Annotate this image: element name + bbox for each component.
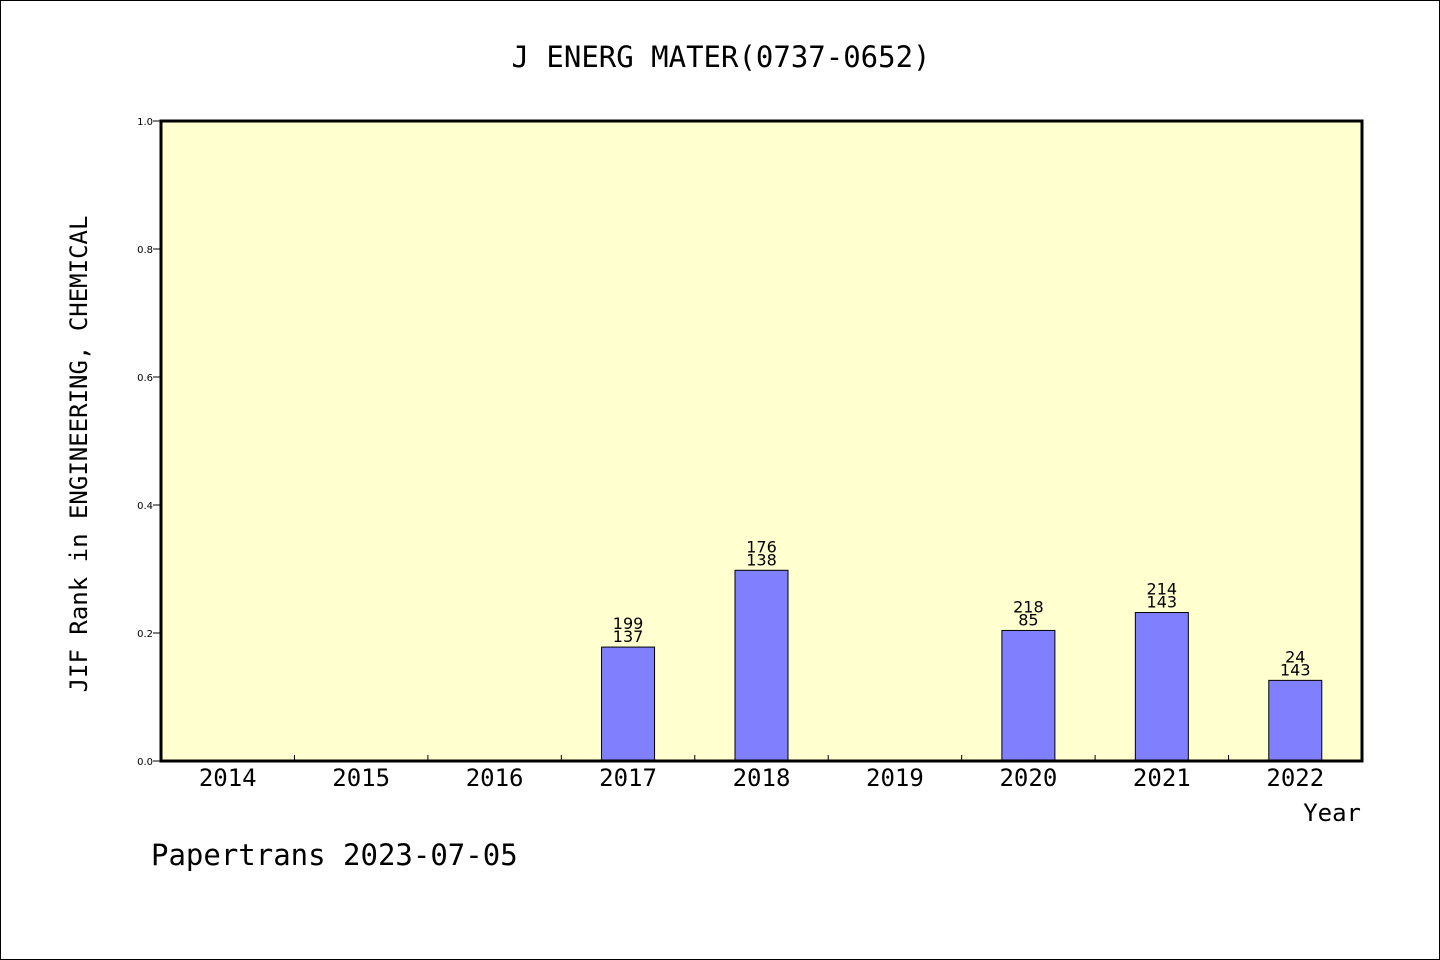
bar <box>1001 629 1056 762</box>
x-tick-label: 2021 <box>1133 764 1191 792</box>
x-tick-label: 2019 <box>866 764 924 792</box>
data-label: 218 <box>1013 597 1044 616</box>
bar <box>601 646 656 762</box>
ticks-layer: 0.0 0.2 0.4 0.6 0.8 1.0 2014 2015 2016 2017 2018 20… <box>137 117 1324 792</box>
y-tick-label: 0.2 <box>137 629 153 640</box>
y-tick-label: 0.0 <box>137 757 153 768</box>
footer-text: Papertrans 2023-07-05 <box>151 838 518 872</box>
data-label: 85 <box>1018 610 1038 629</box>
y-tick-label: 0.4 <box>137 501 153 512</box>
bar <box>1268 679 1323 762</box>
data-label: 214 <box>1147 580 1178 599</box>
bar <box>1134 612 1189 762</box>
x-tick-label: 2014 <box>199 764 257 792</box>
plot-border <box>159 119 1364 763</box>
y-tick-label: 1.0 <box>137 117 153 128</box>
data-label: 24 <box>1285 647 1305 666</box>
x-tick-label: 2016 <box>466 764 524 792</box>
data-label: 138 <box>746 550 777 569</box>
data-label: 143 <box>1280 660 1311 679</box>
x-tick-label: 2020 <box>999 764 1057 792</box>
y-axis-label: JIF Rank in ENGINEERING, CHEMICAL <box>65 216 93 693</box>
x-tick-label: 2015 <box>332 764 390 792</box>
data-label: 199 <box>613 614 644 633</box>
data-label: 137 <box>613 627 644 646</box>
data-label: 176 <box>746 537 777 556</box>
y-tick-label: 0.8 <box>137 245 153 256</box>
data-label: 143 <box>1147 593 1178 612</box>
y-tick-label: 0.6 <box>137 373 153 384</box>
chart-title: J ENERG MATER(0737-0652) <box>511 40 930 74</box>
x-tick-label: 2022 <box>1266 764 1324 792</box>
x-axis-label: Year <box>1303 799 1361 827</box>
x-tick-label: 2018 <box>733 764 791 792</box>
x-tick-label: 2017 <box>599 764 657 792</box>
bar <box>734 569 789 762</box>
